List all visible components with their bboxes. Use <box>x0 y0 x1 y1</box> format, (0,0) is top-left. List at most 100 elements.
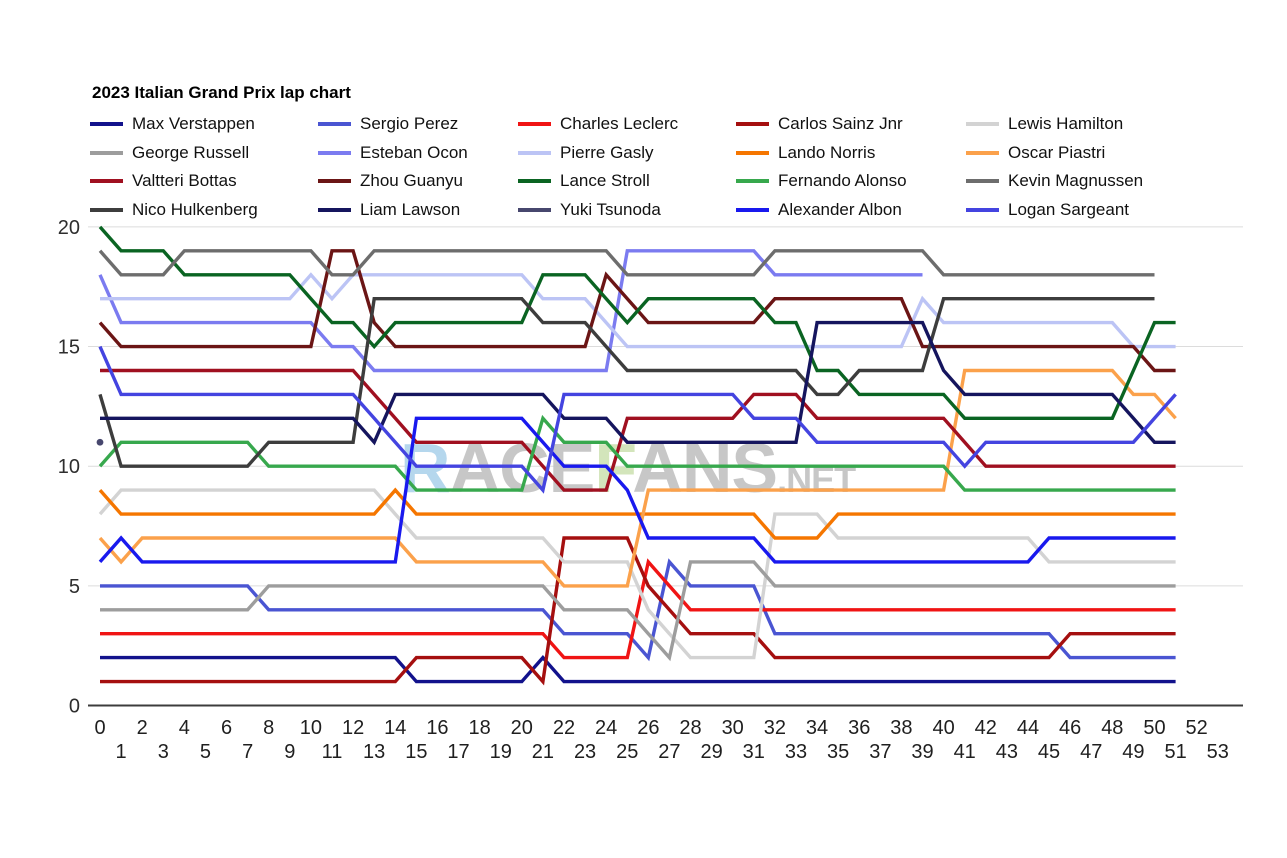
series-line-fernando-alonso <box>98 414 1176 492</box>
series-line-nico-hulkenberg <box>98 297 1155 468</box>
series-line-lance-stroll <box>98 225 1176 420</box>
x-tick-label-31: 31 <box>743 741 765 763</box>
legend-swatch-liam-lawson <box>318 208 351 213</box>
legend-swatch-kevin-magnussen <box>966 179 999 184</box>
x-tick-label-0: 0 <box>94 717 105 739</box>
x-tick-label-35: 35 <box>827 741 849 763</box>
x-tick-label-26: 26 <box>637 717 659 739</box>
legend-label: Liam Lawson <box>360 200 461 220</box>
x-tick-label-40: 40 <box>932 717 954 739</box>
x-tick-label-24: 24 <box>595 717 617 739</box>
legend-item-alexander-albon: Alexander Albon <box>736 196 966 225</box>
legend-swatch-nico-hulkenberg <box>90 208 123 213</box>
series-line-carlos-sainz-jnr <box>100 536 1176 686</box>
legend-label: Lando Norris <box>778 142 876 162</box>
x-tick-label-2: 2 <box>137 717 148 739</box>
series-line-logan-sargeant <box>98 345 1177 494</box>
x-tick-label-6: 6 <box>221 717 232 739</box>
x-tick-label-25: 25 <box>616 741 638 763</box>
x-tick-label-45: 45 <box>1038 741 1060 763</box>
legend-item-kevin-magnussen: Kevin Magnussen <box>966 167 1196 196</box>
legend-label: Pierre Gasly <box>560 142 654 162</box>
x-tick-label-42: 42 <box>975 717 997 739</box>
x-tick-label-21: 21 <box>532 741 554 763</box>
legend-swatch-fernando-alonso <box>736 179 769 184</box>
legend-label: Oscar Piastri <box>1008 142 1106 162</box>
x-tick-label-17: 17 <box>447 741 469 763</box>
legend-label: George Russell <box>132 142 250 162</box>
series-line-max-verstappen <box>100 655 1176 684</box>
legend-swatch-pierre-gasly <box>518 150 551 155</box>
legend-item-lewis-hamilton: Lewis Hamilton <box>966 110 1196 139</box>
legend-item-george-russell: George Russell <box>90 139 318 168</box>
legend-swatch-max-verstappen <box>90 122 123 127</box>
x-tick-label-37: 37 <box>869 741 891 763</box>
x-tick-label-33: 33 <box>785 741 807 763</box>
x-tick-label-43: 43 <box>996 741 1018 763</box>
legend-item-zhou-guanyu: Zhou Guanyu <box>318 167 518 196</box>
series-line-george-russell <box>100 560 1176 662</box>
series-line-esteban-ocon <box>98 249 923 373</box>
y-tick-label-0: 0 <box>69 696 80 718</box>
legend-swatch-charles-leclerc <box>518 122 551 127</box>
legend-swatch-zhou-guanyu <box>318 179 351 184</box>
x-tick-label-7: 7 <box>242 741 253 763</box>
x-tick-label-51: 51 <box>1164 741 1186 763</box>
x-tick-label-1: 1 <box>116 741 127 763</box>
legend-swatch-logan-sargeant <box>966 208 999 213</box>
x-tick-label-4: 4 <box>179 717 190 739</box>
x-tick-label-36: 36 <box>848 717 870 739</box>
x-tick-label-9: 9 <box>284 741 295 763</box>
legend-label: Kevin Magnussen <box>1008 171 1144 191</box>
legend-label: Valtteri Bottas <box>132 171 237 191</box>
legend-item-nico-hulkenberg: Nico Hulkenberg <box>90 196 318 225</box>
series-line-charles-leclerc <box>100 558 1176 660</box>
x-tick-label-44: 44 <box>1017 717 1039 739</box>
x-tick-label-49: 49 <box>1122 741 1144 763</box>
legend-item-charles-leclerc: Charles Leclerc <box>518 110 736 139</box>
page-title: 2023 Italian Grand Prix lap chart <box>92 83 351 102</box>
x-tick-label-30: 30 <box>722 717 744 739</box>
legend-label: Zhou Guanyu <box>360 171 464 191</box>
legend-label: Esteban Ocon <box>360 142 468 162</box>
chart-legend: Max Verstappen Sergio Perez Charles Lecler… <box>90 110 1230 224</box>
legend-swatch-lewis-hamilton <box>966 122 999 127</box>
legend-swatch-oscar-piastri <box>966 150 999 155</box>
legend-label: Carlos Sainz Jnr <box>778 114 903 134</box>
legend-swatch-esteban-ocon <box>318 150 351 155</box>
legend-swatch-lando-norris <box>736 150 769 155</box>
legend-swatch-sergio-perez <box>318 122 351 127</box>
x-tick-label-19: 19 <box>490 741 512 763</box>
series-line-liam-lawson <box>100 320 1176 446</box>
x-tick-label-20: 20 <box>511 717 533 739</box>
legend-item-logan-sargeant: Logan Sargeant <box>966 196 1196 225</box>
legend-label: Nico Hulkenberg <box>132 200 258 220</box>
x-tick-label-10: 10 <box>300 717 322 739</box>
series-line-sergio-perez <box>100 558 1176 662</box>
x-tick-label-39: 39 <box>911 741 933 763</box>
legend-item-yuki-tsunoda: Yuki Tsunoda <box>518 196 736 225</box>
x-tick-label-16: 16 <box>426 717 448 739</box>
x-tick-label-3: 3 <box>158 741 169 763</box>
x-tick-label-29: 29 <box>700 741 722 763</box>
legend-label: Yuki Tsunoda <box>560 200 661 220</box>
x-tick-label-53: 53 <box>1207 741 1229 763</box>
x-tick-label-18: 18 <box>468 717 490 739</box>
legend-item-max-verstappen: Max Verstappen <box>90 110 318 139</box>
legend-label: Charles Leclerc <box>560 114 679 134</box>
x-tick-label-48: 48 <box>1101 717 1123 739</box>
legend-item-sergio-perez: Sergio Perez <box>318 110 518 139</box>
x-tick-label-11: 11 <box>322 741 343 763</box>
legend-item-esteban-ocon: Esteban Ocon <box>318 139 518 168</box>
x-tick-label-14: 14 <box>384 717 406 739</box>
legend-item-pierre-gasly: Pierre Gasly <box>518 139 736 168</box>
legend-swatch-carlos-sainz-jnr <box>736 122 769 127</box>
y-tick-label-5: 5 <box>69 576 80 598</box>
x-tick-label-47: 47 <box>1080 741 1102 763</box>
x-tick-label-46: 46 <box>1059 717 1081 739</box>
x-tick-label-38: 38 <box>890 717 912 739</box>
legend-item-fernando-alonso: Fernando Alonso <box>736 167 966 196</box>
legend-item-lando-norris: Lando Norris <box>736 139 966 168</box>
legend-label: Lance Stroll <box>560 171 650 191</box>
